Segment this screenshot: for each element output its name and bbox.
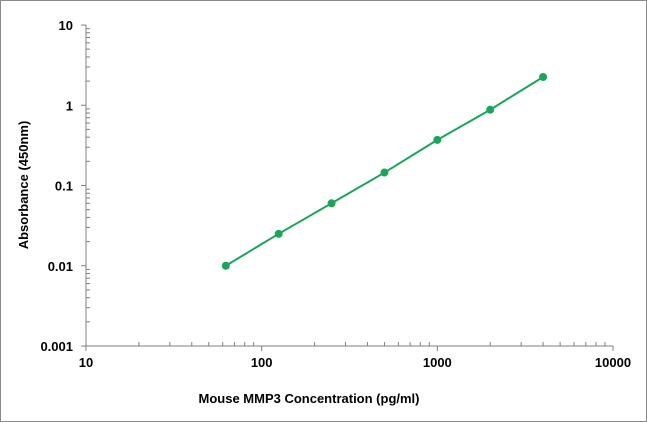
data-point <box>380 168 389 177</box>
x-tick-label: 10000 <box>595 355 631 370</box>
y-tick-label: 10 <box>59 18 73 33</box>
y-tick-label: 1 <box>66 98 73 113</box>
y-tick-label: 0.001 <box>40 339 73 354</box>
x-tick-label: 10 <box>79 355 93 370</box>
axes <box>81 24 614 351</box>
x-tick-label: 1000 <box>423 355 452 370</box>
data-point <box>274 229 283 238</box>
y-axis-title: Absorbance (450nm) <box>16 121 31 250</box>
y-tick-label: 0.01 <box>48 259 73 274</box>
x-tick-label: 100 <box>251 355 273 370</box>
x-axis-title: Mouse MMP3 Concentration (pg/ml) <box>199 391 420 406</box>
series-layer <box>221 72 548 270</box>
data-point <box>221 261 230 270</box>
y-tick-label: 0.1 <box>55 179 73 194</box>
tick-labels: 10 100 1000 10000 0.001 0.01 0.1 1 10 <box>40 18 631 370</box>
data-point <box>327 199 336 208</box>
data-point <box>539 72 548 81</box>
data-point <box>433 135 442 144</box>
data-point <box>486 105 495 114</box>
